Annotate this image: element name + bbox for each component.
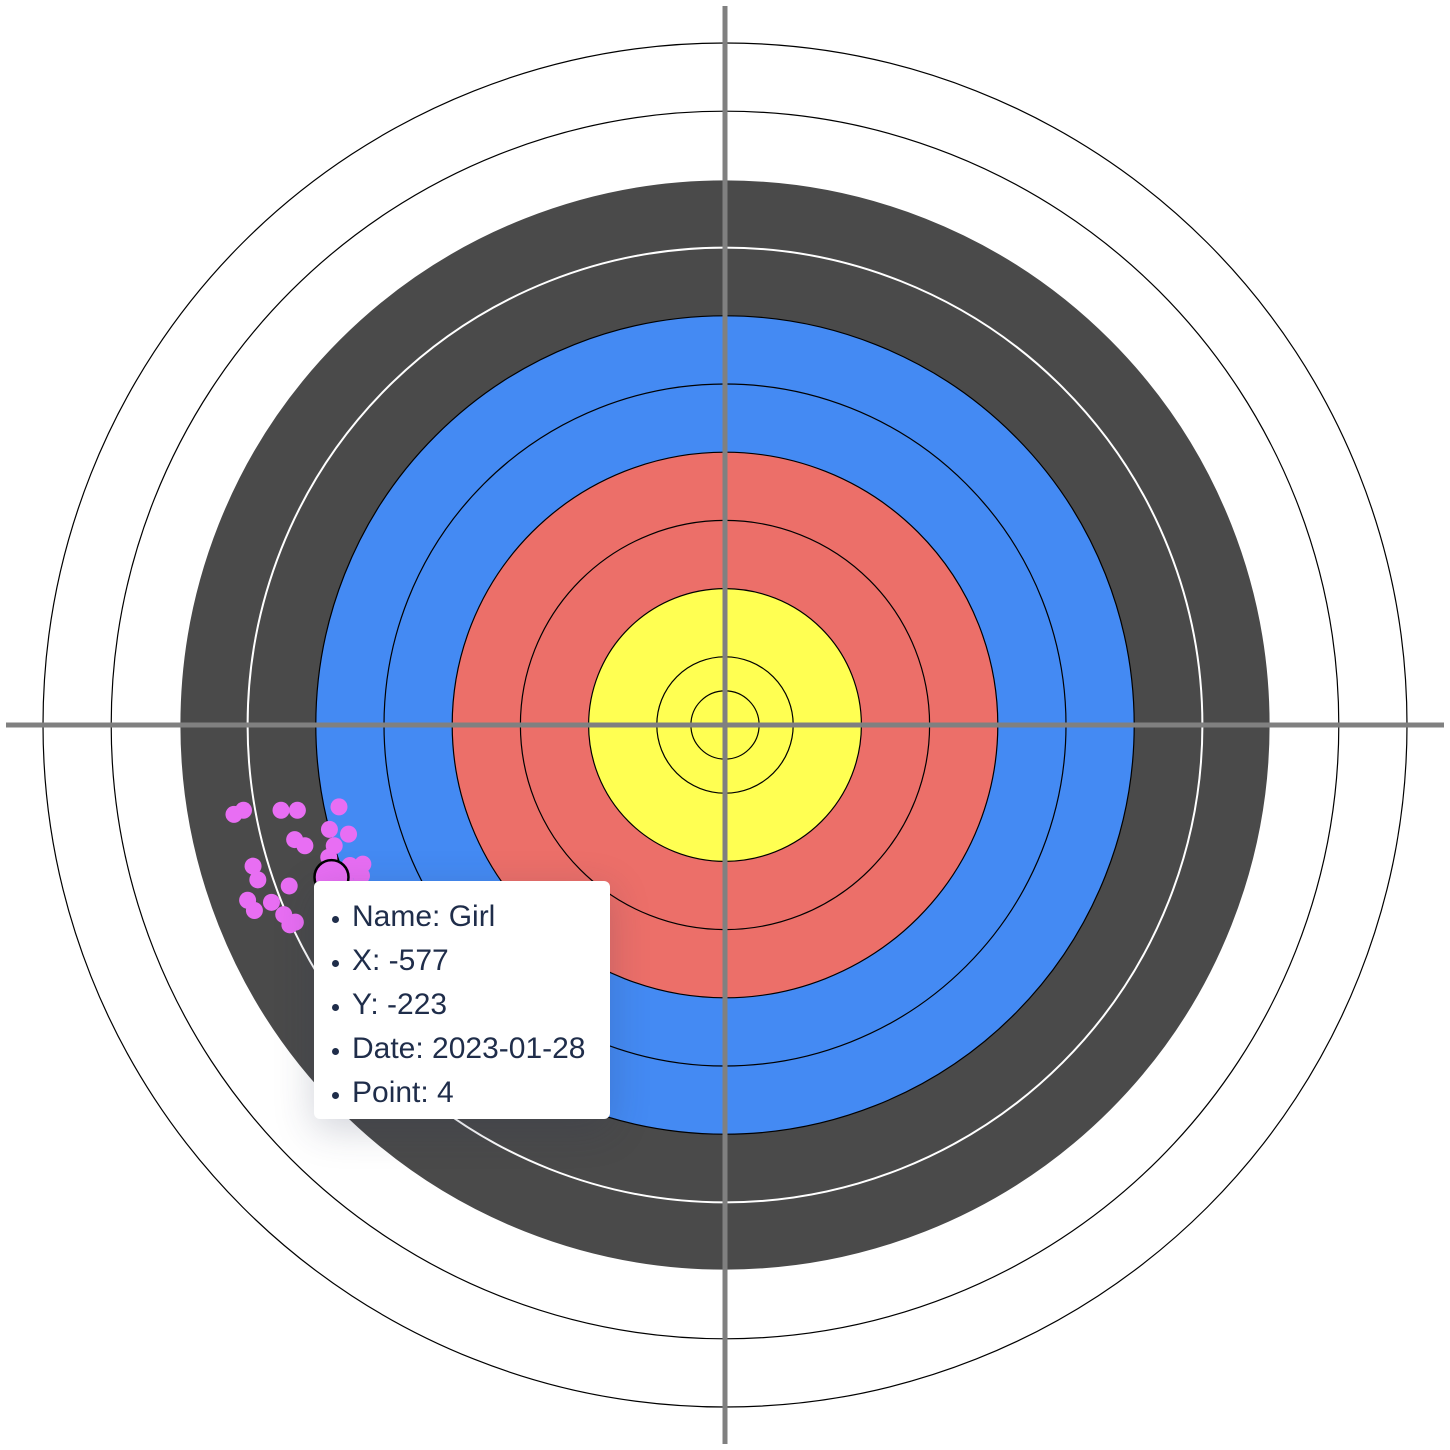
tooltip-point: Point: 4 bbox=[352, 1071, 600, 1115]
shot-marker[interactable] bbox=[235, 801, 253, 819]
tooltip-list: Name: Girl X: -577 Y: -223 Date: 2023-01… bbox=[314, 895, 600, 1115]
shot-marker[interactable] bbox=[262, 893, 280, 911]
shot-marker[interactable] bbox=[296, 837, 314, 855]
shot-marker[interactable] bbox=[288, 801, 306, 819]
shot-marker[interactable] bbox=[330, 798, 348, 816]
tooltip-y: Y: -223 bbox=[352, 983, 600, 1027]
shot-markers[interactable] bbox=[225, 798, 372, 934]
tooltip-x: X: -577 bbox=[352, 939, 600, 983]
shot-marker[interactable] bbox=[352, 867, 370, 885]
shot-tooltip: Name: Girl X: -577 Y: -223 Date: 2023-01… bbox=[314, 881, 610, 1119]
shot-marker[interactable] bbox=[272, 801, 290, 819]
tooltip-name: Name: Girl bbox=[352, 895, 600, 939]
shot-marker[interactable] bbox=[245, 902, 263, 920]
shot-marker[interactable] bbox=[340, 825, 358, 843]
shot-marker[interactable] bbox=[320, 820, 338, 838]
shot-marker[interactable] bbox=[244, 857, 262, 875]
crosshair bbox=[6, 6, 1444, 1444]
shot-marker[interactable] bbox=[249, 871, 267, 889]
tooltip-date: Date: 2023-01-28 bbox=[352, 1027, 600, 1071]
shot-marker[interactable] bbox=[281, 916, 299, 934]
shot-marker[interactable] bbox=[280, 877, 298, 895]
